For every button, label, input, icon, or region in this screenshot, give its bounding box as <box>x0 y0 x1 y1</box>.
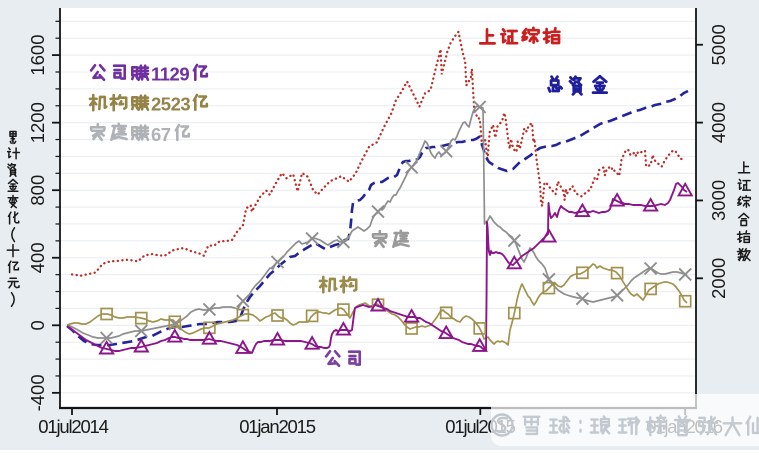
svg-text:67: 67 <box>151 124 171 145</box>
svg-text:800: 800 <box>27 175 48 206</box>
svg-text:5000: 5000 <box>708 24 729 65</box>
svg-text:-400: -400 <box>27 374 48 411</box>
svg-text:1200: 1200 <box>27 102 48 143</box>
svg-text:1129: 1129 <box>151 64 189 85</box>
svg-text:3000: 3000 <box>708 180 729 221</box>
svg-text:400: 400 <box>27 242 48 273</box>
svg-text:01jan2015: 01jan2015 <box>239 416 316 437</box>
svg-text:0: 0 <box>27 320 48 330</box>
svg-text:1600: 1600 <box>27 35 48 76</box>
svg-text:2000: 2000 <box>708 258 729 299</box>
svg-text:2523: 2523 <box>151 94 190 115</box>
svg-text:4000: 4000 <box>708 102 729 143</box>
svg-text:01jul2014: 01jul2014 <box>38 416 108 437</box>
